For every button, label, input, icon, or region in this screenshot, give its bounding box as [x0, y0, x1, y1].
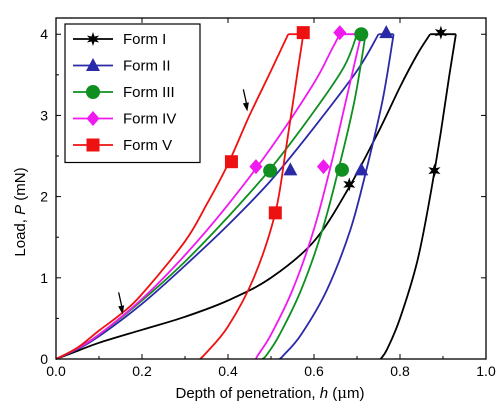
- legend-item: Form IV: [73, 111, 176, 128]
- unloading-curve: [278, 34, 395, 360]
- data-marker: [428, 163, 441, 178]
- unloading-curve: [379, 34, 457, 360]
- legend-label: Form I: [123, 31, 166, 48]
- y-tick-label: 2: [40, 189, 48, 205]
- annotation-arrow: [118, 292, 125, 315]
- legend-label: Form III: [123, 84, 175, 101]
- legend-label: Form V: [123, 137, 172, 154]
- x-axis-title: Depth of penetration, h (μm): [175, 384, 364, 402]
- loading-curve: [55, 33, 290, 360]
- unloading-curve: [261, 34, 367, 360]
- legend-label: Form II: [123, 58, 171, 75]
- legend-item: Form II: [73, 58, 171, 75]
- data-marker: [354, 162, 369, 176]
- arrow-head: [242, 102, 249, 112]
- legend-item: Form I: [73, 31, 166, 48]
- data-marker: [379, 25, 394, 39]
- legend-marker: [86, 85, 100, 99]
- annotation-layer: [118, 89, 249, 315]
- annotation-arrow: [242, 89, 249, 112]
- data-marker: [354, 27, 369, 42]
- unloading-curve: [199, 34, 305, 360]
- legend-marker: [86, 138, 100, 152]
- legend-marker: [86, 58, 100, 71]
- series-layer: [55, 33, 457, 360]
- x-tick-label: 0.8: [390, 363, 410, 379]
- axes: 0.0 0.2 0.4 0.6 0.8 1.0 0 1 2 3 4: [40, 17, 496, 379]
- legend-marker: [86, 111, 100, 126]
- x-tick-label: 0.0: [46, 363, 66, 379]
- data-marker: [434, 25, 447, 40]
- data-marker: [316, 159, 330, 175]
- data-marker: [263, 163, 278, 178]
- loading-curve: [55, 33, 431, 360]
- y-tick-label: 0: [40, 351, 48, 367]
- x-tick-label: 0.4: [218, 363, 238, 379]
- legend-marker: [86, 32, 100, 46]
- data-marker: [283, 162, 298, 176]
- x-tick-label: 0.2: [132, 363, 152, 379]
- data-marker: [333, 25, 347, 41]
- legend-label: Form IV: [123, 111, 176, 128]
- arrow-head: [118, 305, 125, 315]
- x-tick-label: 0.6: [304, 363, 324, 379]
- legend-item: Form V: [73, 137, 172, 154]
- x-tick-label: 1.0: [476, 363, 496, 379]
- y-tick-label: 4: [40, 26, 48, 42]
- data-marker: [224, 155, 238, 169]
- data-marker: [268, 206, 282, 220]
- legend-item: Form III: [73, 84, 175, 101]
- y-axis-title: Load, P (mN): [12, 167, 29, 256]
- data-marker: [343, 177, 356, 192]
- y-tick-label: 3: [40, 107, 48, 123]
- legend: Form I Form II Form III Form IV Form V: [64, 23, 201, 164]
- data-marker: [296, 26, 310, 40]
- loading-curve: [55, 33, 341, 360]
- data-marker: [249, 159, 263, 175]
- loading-curve: [55, 33, 380, 360]
- unloading-curve: [255, 33, 363, 360]
- y-tick-label: 1: [40, 270, 48, 286]
- data-marker: [334, 162, 349, 177]
- marker-layer: [224, 25, 447, 220]
